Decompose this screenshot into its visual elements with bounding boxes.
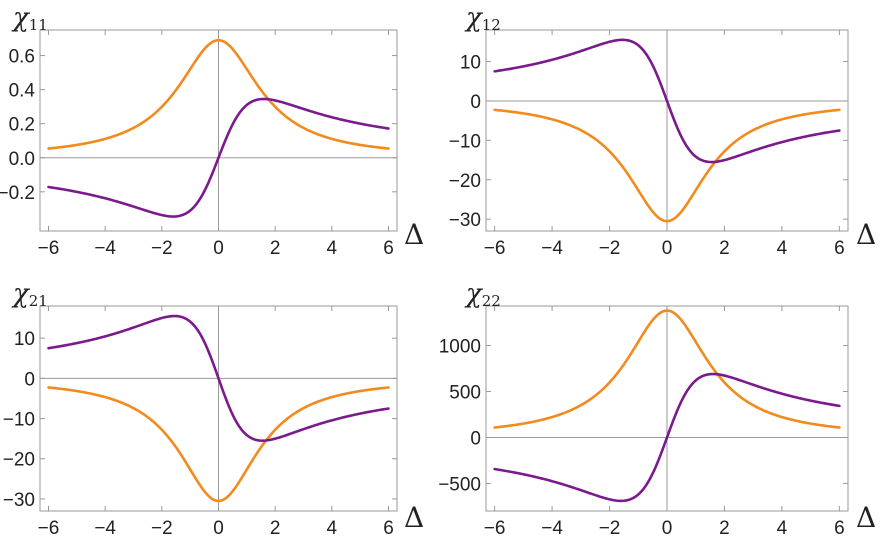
x-tick-label: −6 xyxy=(38,238,60,259)
x-tick-label: 6 xyxy=(834,518,845,539)
series-orange-line xyxy=(47,38,390,150)
x-tick-label: 0 xyxy=(662,518,673,539)
y-tick-label: 0.0 xyxy=(9,149,35,170)
x-axis-label: Δ xyxy=(856,501,876,534)
x-tick-label: 2 xyxy=(270,238,281,259)
y-tick-label: 0.6 xyxy=(9,47,35,68)
y-tick-label: 10 xyxy=(14,329,35,350)
x-tick-label: 4 xyxy=(327,518,338,539)
y-tick-label: 1000 xyxy=(439,337,481,358)
x-tick-label: −2 xyxy=(151,238,173,259)
x-tick-label: 2 xyxy=(719,238,730,259)
y-tick-label: −20 xyxy=(449,171,481,192)
x-tick-label: 6 xyxy=(383,238,394,259)
x-tick-label: −4 xyxy=(541,518,563,539)
x-tick-label: 4 xyxy=(327,238,338,259)
x-tick-label: −4 xyxy=(94,518,116,539)
y-tick-label: 0 xyxy=(24,369,35,390)
x-tick-label: 4 xyxy=(777,518,788,539)
y-tick-label: −10 xyxy=(449,131,481,152)
x-tick-label: 6 xyxy=(383,518,394,539)
series-orange-line xyxy=(493,309,841,429)
series-purple-line xyxy=(47,97,390,218)
series-purple-line xyxy=(47,314,390,442)
x-tick-label: 2 xyxy=(270,518,281,539)
x-axis-label: Δ xyxy=(404,501,424,534)
panel-chi11: −6 −4 −2 0 2 4 6 −0.2 0.0 0.2 0.4 0.6 χ11 Δ xyxy=(0,3,424,259)
x-tick-label: −4 xyxy=(94,238,116,259)
series-purple-line xyxy=(493,38,841,164)
x-tick-label: 0 xyxy=(662,238,673,259)
y-tick-label: 0 xyxy=(470,428,481,449)
series-purple-line xyxy=(493,372,841,503)
y-tick-label: 0 xyxy=(470,92,481,113)
y-tick-label: 10 xyxy=(460,53,481,74)
x-tick-label: −2 xyxy=(599,238,621,259)
x-tick-label: 0 xyxy=(213,518,224,539)
y-tick-label: 500 xyxy=(449,382,481,403)
x-tick-label: −2 xyxy=(599,518,621,539)
y-tick-label: −30 xyxy=(449,210,481,231)
x-tick-label: 4 xyxy=(777,238,788,259)
x-tick-label: −6 xyxy=(484,238,506,259)
y-tick-label: 0.2 xyxy=(9,115,35,136)
x-tick-label: 2 xyxy=(719,518,730,539)
y-tick-label: −500 xyxy=(438,474,481,495)
y-axis-label: χ12 xyxy=(464,3,501,34)
y-axis-label: χ22 xyxy=(464,279,501,310)
y-tick-label: −20 xyxy=(3,450,35,471)
y-tick-label: −0.2 xyxy=(0,183,35,204)
x-axis-label: Δ xyxy=(404,218,424,251)
series-orange-line xyxy=(47,386,390,503)
y-tick-label: 0.4 xyxy=(9,81,36,102)
y-tick-label: −30 xyxy=(3,490,35,511)
series-orange-line xyxy=(493,108,841,223)
x-tick-label: −2 xyxy=(151,518,173,539)
x-tick-label: −6 xyxy=(484,518,506,539)
y-tick-label: −10 xyxy=(3,410,35,431)
x-tick-label: −4 xyxy=(541,238,563,259)
y-axis-label: χ21 xyxy=(11,279,48,310)
x-tick-label: 6 xyxy=(834,238,845,259)
y-axis-label: χ11 xyxy=(11,3,48,34)
x-axis-label: Δ xyxy=(856,218,876,251)
x-tick-label: 0 xyxy=(213,238,224,259)
x-tick-label: −6 xyxy=(38,518,60,539)
panel-chi22: −6 −4 −2 0 2 4 6 −500 0 500 1000 χ22 Δ xyxy=(438,279,876,539)
